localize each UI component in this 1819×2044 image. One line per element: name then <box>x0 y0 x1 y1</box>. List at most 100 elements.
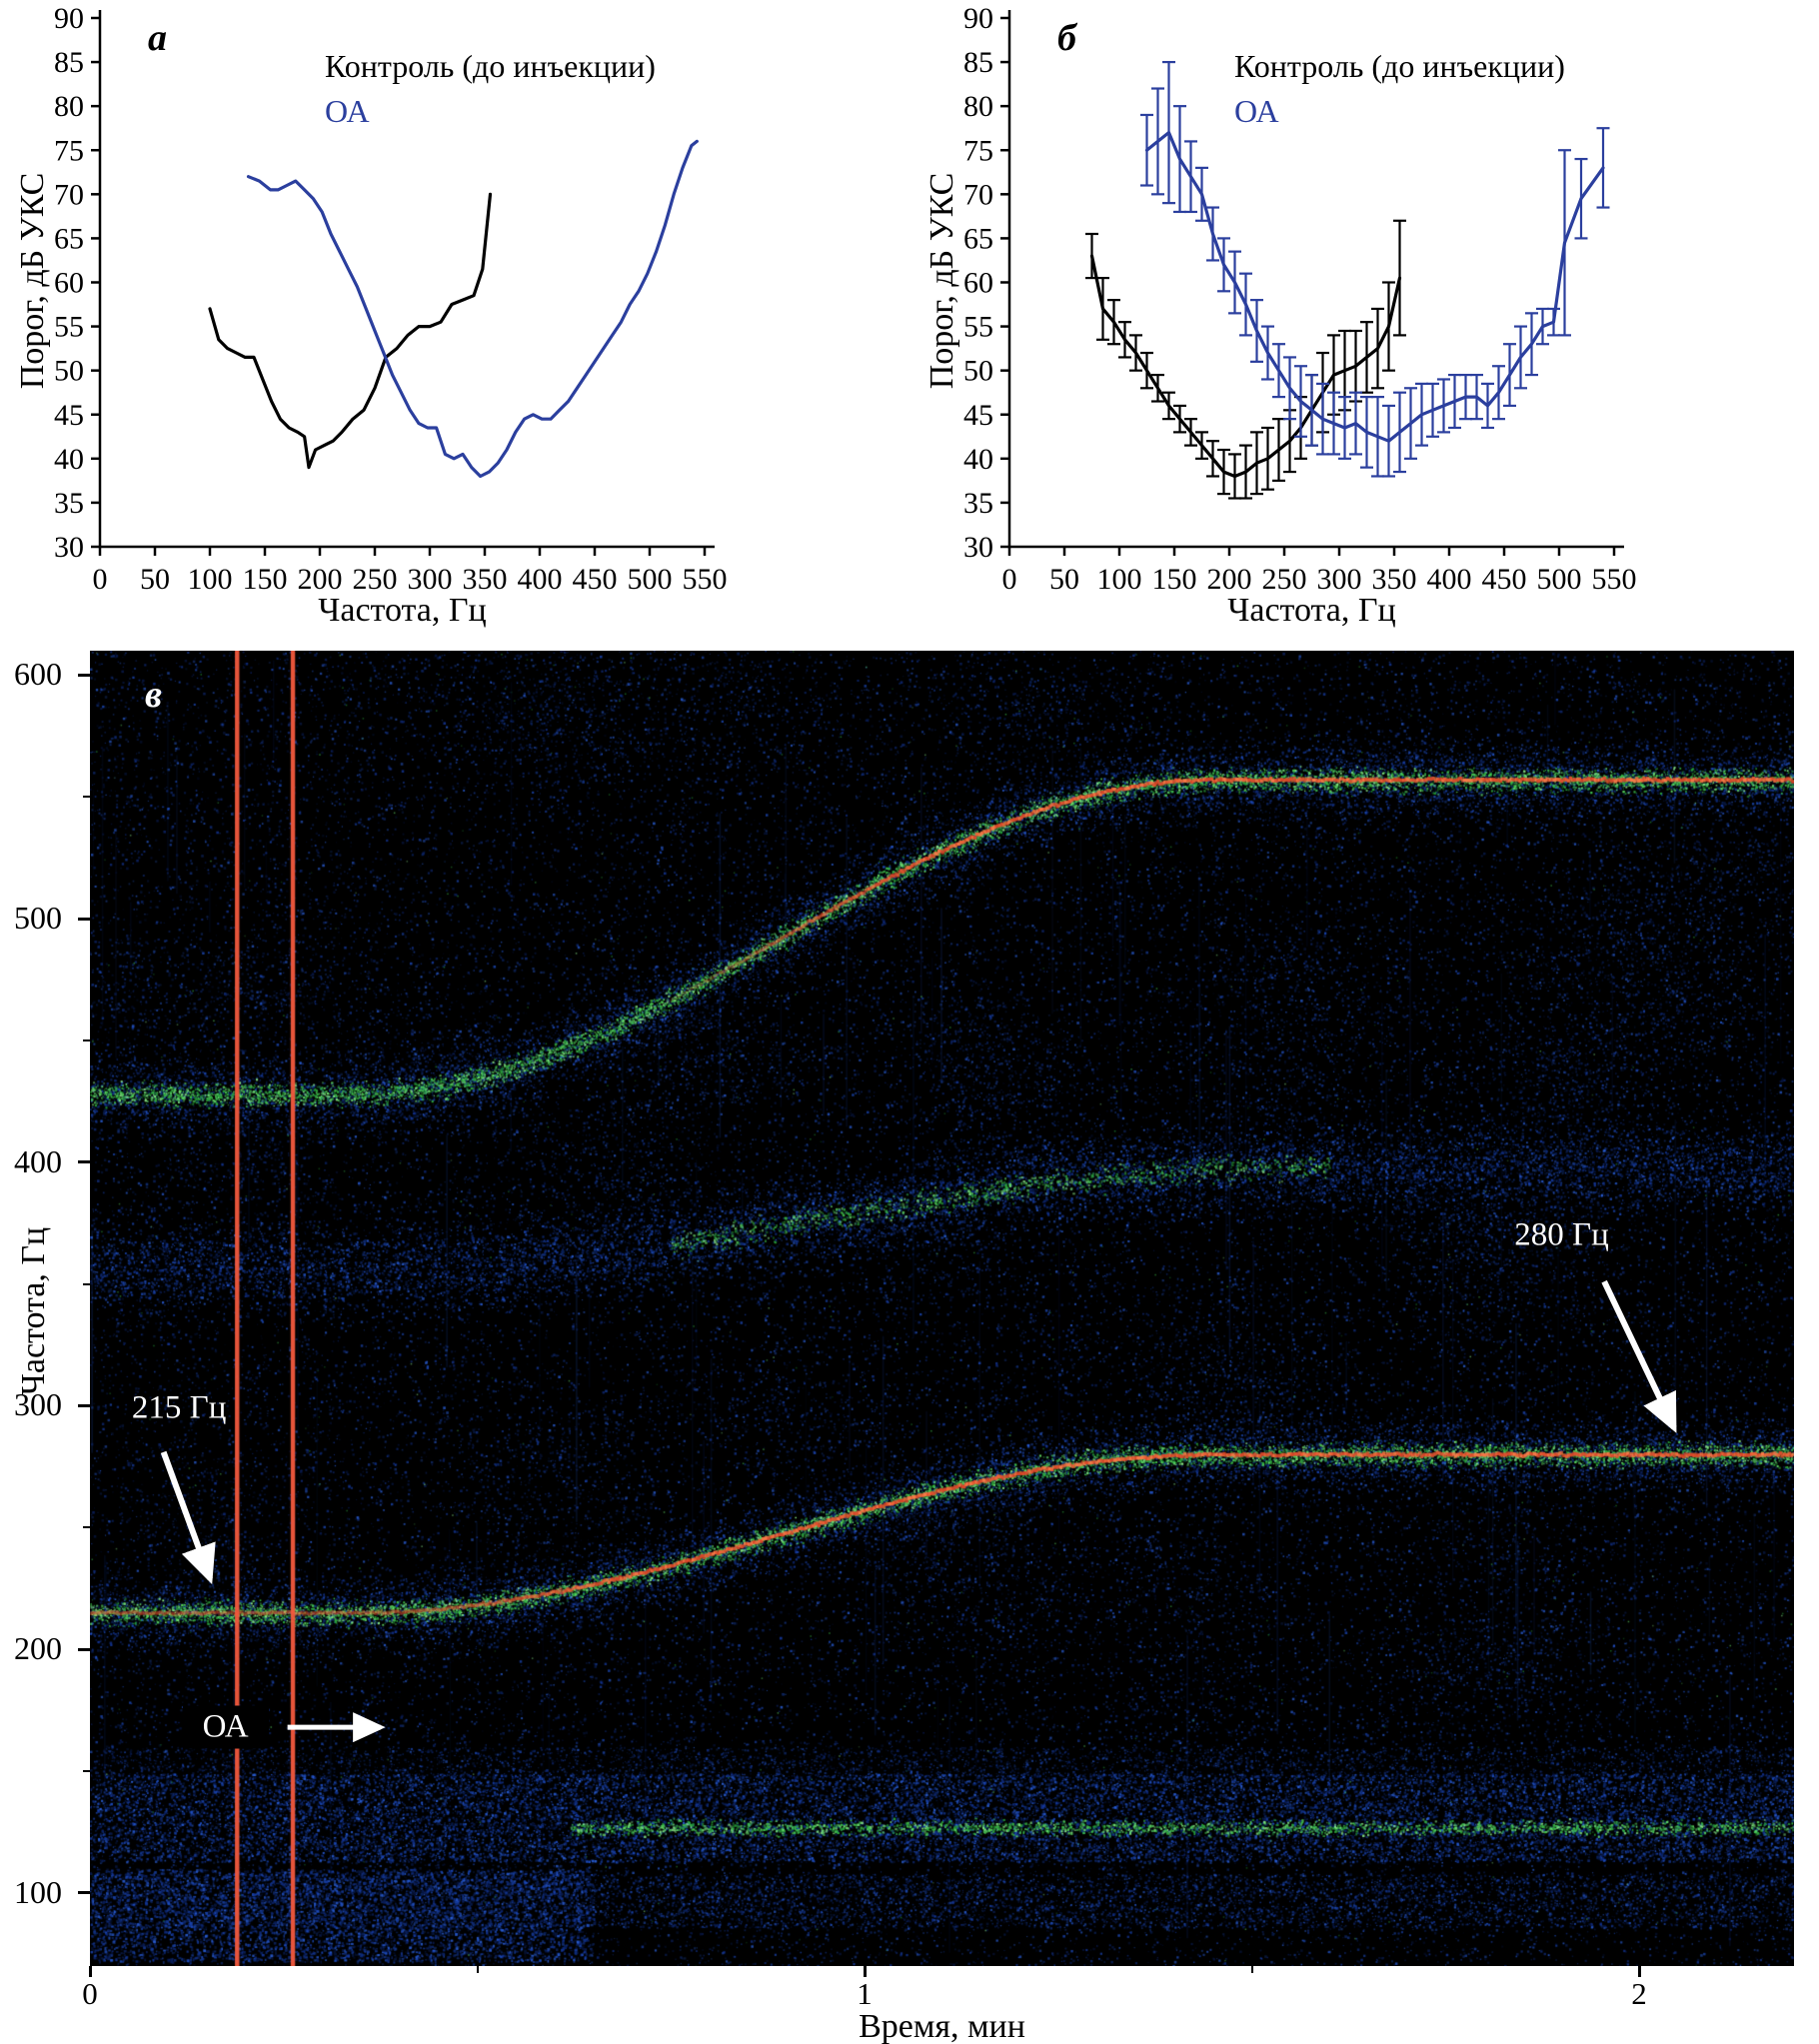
x-tick-label: 250 <box>353 563 398 596</box>
y-tick-label: 80 <box>963 90 993 123</box>
y-tick-minor <box>83 796 90 799</box>
panel-c-ylabel: Частота, Гц <box>15 1226 52 1396</box>
x-tick-label: 50 <box>140 563 170 596</box>
panel-c-letter: в <box>145 674 162 716</box>
y-tick-label: 50 <box>54 355 84 388</box>
y-tick-label: 55 <box>963 311 993 344</box>
y-tick-label: 85 <box>963 46 993 79</box>
x-tick-label: 300 <box>408 563 453 596</box>
y-tick-label: 65 <box>54 222 84 255</box>
y-tick-label: 90 <box>54 2 84 35</box>
panel-b-letter: б <box>1057 17 1076 59</box>
x-tick-label: 550 <box>683 563 728 596</box>
x-tick-label: 0 <box>93 563 108 596</box>
spectrogram-y-axis: 100 200 300 400 500 600 <box>0 645 90 1984</box>
y-tick <box>78 1403 90 1407</box>
panel-b-legend: Контроль (до инъекции) ОА <box>1234 44 1565 134</box>
x-tick-label: 400 <box>518 563 563 596</box>
x-tick-label: 500 <box>1537 563 1582 596</box>
x-tick-minor <box>1250 1966 1253 1973</box>
series-control <box>1089 254 1402 479</box>
panel-b-plot: 30 35 40 45 50 55 60 65 70 75 80 85 90 0 50 100 150 200 25… <box>963 2 1637 596</box>
y-tick-label: 100 <box>14 1873 62 1910</box>
y-tick-label: 60 <box>54 267 84 300</box>
y-tick-label: 70 <box>54 178 84 211</box>
y-tick-label: 75 <box>54 134 84 167</box>
panel-c-xlabel: Время, мин <box>859 2008 1025 2044</box>
y-tick-label: 45 <box>963 399 993 432</box>
panel-a-legend: Контроль (до инъекции) ОА <box>325 44 656 134</box>
panel-a-letter: а <box>148 17 167 59</box>
x-tick <box>863 1966 867 1977</box>
y-tick-label: 45 <box>54 399 84 432</box>
y-tick-label: 400 <box>14 1142 62 1179</box>
y-tick-minor <box>83 1282 90 1285</box>
y-tick-label: 75 <box>963 134 993 167</box>
y-tick-label: 90 <box>963 2 993 35</box>
x-tick-label: 500 <box>628 563 673 596</box>
y-tick-label: 60 <box>963 267 993 300</box>
x-tick-label: 400 <box>1427 563 1472 596</box>
legend-item: ОА <box>1234 93 1279 129</box>
y-tick-label: 500 <box>14 900 62 937</box>
y-tick-label: 35 <box>54 487 84 520</box>
x-tick-minor <box>476 1966 479 1973</box>
y-tick-label: 200 <box>14 1630 62 1667</box>
annotation-oa: ОА <box>182 1705 269 1749</box>
x-tick-label: 100 <box>188 563 233 596</box>
panel-a-ylabel: Порог, дБ УКС <box>14 172 51 390</box>
legend-item: ОА <box>325 93 370 129</box>
y-tick <box>78 1891 90 1895</box>
x-tick-label: 2 <box>1631 1976 1647 2011</box>
x-tick-label: 350 <box>1372 563 1417 596</box>
panel-b-threshold-chart: 30 35 40 45 50 55 60 65 70 75 80 85 90 0 50 100 150 200 25… <box>910 0 1819 645</box>
spectrogram-image <box>90 651 1794 1966</box>
y-tick-label: 80 <box>54 90 84 123</box>
x-tick-label: 350 <box>463 563 508 596</box>
x-tick-label: 0 <box>1002 563 1017 596</box>
x-tick <box>1637 1966 1641 1977</box>
panel-a-threshold-chart: 30 35 40 45 50 55 60 65 70 75 80 85 90 0 50 100 150 200 25… <box>0 0 910 645</box>
y-tick-label: 300 <box>14 1386 62 1423</box>
y-tick <box>78 673 90 677</box>
y-tick-minor <box>83 1770 90 1773</box>
y-tick-label: 35 <box>963 487 993 520</box>
x-tick-label: 1 <box>857 1976 873 2011</box>
series-control <box>208 192 493 470</box>
y-tick-label: 40 <box>54 443 84 476</box>
y-tick-label: 50 <box>963 355 993 388</box>
x-tick-label: 200 <box>298 563 343 596</box>
y-tick <box>78 917 90 921</box>
y-tick-label: 55 <box>54 311 84 344</box>
x-tick-label: 450 <box>1482 563 1527 596</box>
x-tick-label: 150 <box>1152 563 1197 596</box>
y-tick <box>78 1160 90 1164</box>
y-tick-label: 30 <box>963 531 993 564</box>
series-oa <box>1144 131 1605 443</box>
y-tick-minor <box>83 1526 90 1529</box>
panel-b-xlabel: Частота, Гц <box>1227 592 1396 629</box>
x-tick-label: 50 <box>1049 563 1079 596</box>
y-tick-label: 600 <box>14 656 62 693</box>
y-tick-label: 70 <box>963 178 993 211</box>
x-tick-label: 250 <box>1262 563 1307 596</box>
x-tick-label: 150 <box>243 563 288 596</box>
legend-item: Контроль (до инъекции) <box>325 48 656 84</box>
legend-item: Контроль (до инъекции) <box>1234 48 1565 84</box>
y-tick-label: 40 <box>963 443 993 476</box>
x-tick-label: 200 <box>1207 563 1252 596</box>
y-tick-label: 30 <box>54 531 84 564</box>
series-oa <box>246 139 699 479</box>
annotation-215hz: 215 Гц <box>131 1389 227 1426</box>
x-tick-label: 550 <box>1592 563 1637 596</box>
panel-a-plot: 30 35 40 45 50 55 60 65 70 75 80 85 90 0 50 100 150 200 25… <box>54 2 728 596</box>
x-tick-label: 300 <box>1317 563 1362 596</box>
y-tick <box>78 1647 90 1651</box>
x-tick-label: 100 <box>1097 563 1142 596</box>
y-tick-label: 85 <box>54 46 84 79</box>
panel-b-ylabel: Порог, дБ УКС <box>923 172 960 390</box>
panel-a-xlabel: Частота, Гц <box>318 592 487 629</box>
y-tick-minor <box>83 1038 90 1041</box>
